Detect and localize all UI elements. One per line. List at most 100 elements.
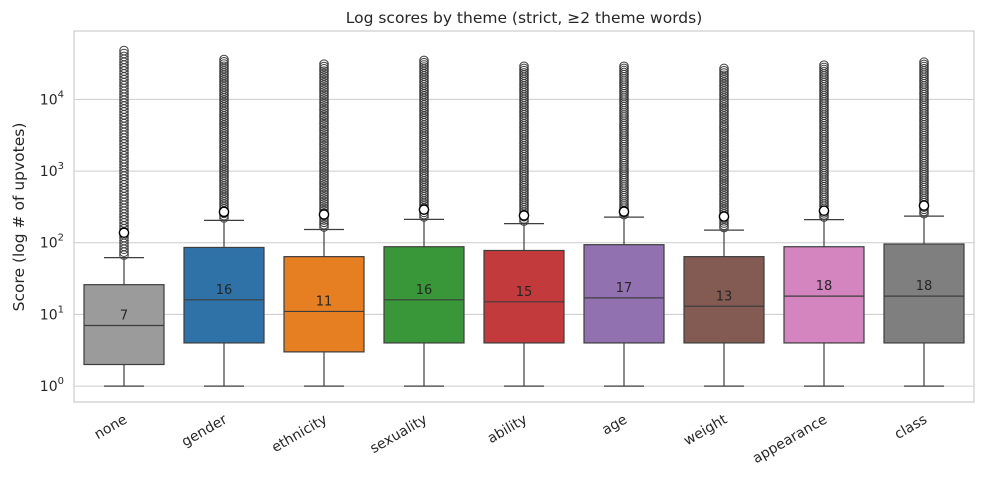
y-tick-label: 101 bbox=[40, 304, 64, 323]
x-tick-label: gender bbox=[179, 411, 230, 450]
outlier-point bbox=[319, 96, 329, 107]
outlier-point bbox=[319, 66, 329, 76]
outlier-point bbox=[319, 145, 329, 156]
outlier-point bbox=[319, 73, 329, 83]
outlier-point bbox=[819, 62, 829, 73]
outlier-point bbox=[319, 173, 329, 183]
mean-marker bbox=[418, 204, 430, 215]
outlier-point bbox=[719, 68, 729, 78]
outlier-point bbox=[319, 129, 329, 139]
outlier-point bbox=[319, 171, 329, 181]
outlier-point bbox=[319, 126, 329, 137]
x-tick-label: appearance bbox=[750, 412, 830, 467]
outlier-point bbox=[419, 57, 429, 68]
median-label: 16 bbox=[216, 283, 233, 298]
outlier-point bbox=[319, 133, 329, 144]
outlier-point bbox=[319, 68, 329, 79]
median-label: 18 bbox=[916, 279, 933, 294]
x-tick-labels: none gender ethnicity sexuality ability age we… bbox=[92, 411, 930, 467]
outlier-point bbox=[319, 84, 329, 95]
outlier-point bbox=[819, 64, 829, 75]
mean-marker bbox=[918, 200, 930, 211]
box-appearance bbox=[783, 246, 865, 344]
boxes-layer: 7 16 11 16 15 17 13 18 18 bbox=[83, 45, 965, 387]
outlier-point bbox=[519, 63, 529, 74]
box-sexuality bbox=[383, 246, 465, 344]
outlier-point bbox=[919, 57, 929, 68]
outlier-point bbox=[319, 136, 329, 146]
outlier-point bbox=[319, 75, 329, 86]
outlier-point bbox=[319, 161, 329, 172]
outlier-point bbox=[319, 143, 329, 153]
outlier-point bbox=[319, 152, 329, 163]
outlier-point bbox=[319, 168, 329, 179]
outlier-point bbox=[319, 166, 329, 176]
x-tick-label: ability bbox=[485, 412, 530, 447]
box-none bbox=[83, 284, 165, 366]
outlier-point bbox=[319, 94, 329, 104]
median-label: 7 bbox=[120, 309, 128, 324]
outlier-points bbox=[519, 61, 529, 226]
y-tick-label: 102 bbox=[40, 233, 64, 252]
y-tick-label: 103 bbox=[40, 161, 64, 180]
median-label: 13 bbox=[716, 289, 733, 304]
outlier-point bbox=[519, 68, 529, 78]
box-ability bbox=[483, 249, 565, 344]
box-weight bbox=[683, 256, 765, 344]
outlier-point bbox=[319, 191, 329, 202]
outlier-point bbox=[319, 101, 329, 111]
outlier-point bbox=[319, 71, 329, 81]
outlier-point bbox=[319, 157, 329, 167]
outlier-point bbox=[319, 64, 329, 74]
outlier-points bbox=[619, 61, 629, 220]
outlier-point bbox=[319, 119, 329, 130]
outlier-point bbox=[319, 89, 329, 100]
outlier-points bbox=[919, 57, 929, 219]
outlier-point bbox=[719, 65, 729, 76]
outlier-point bbox=[819, 66, 829, 77]
outlier-point bbox=[819, 60, 829, 70]
outlier-point bbox=[319, 131, 329, 142]
outlier-point bbox=[319, 140, 329, 151]
mean-marker bbox=[518, 210, 530, 221]
median-label: 11 bbox=[316, 294, 333, 309]
outlier-point bbox=[319, 189, 329, 200]
mean-marker bbox=[118, 227, 130, 239]
outlier-point bbox=[319, 122, 329, 132]
x-tick-label: none bbox=[92, 412, 130, 443]
outlier-point bbox=[919, 59, 929, 70]
outlier-point bbox=[919, 63, 929, 74]
outlier-point bbox=[319, 180, 329, 190]
outlier-point bbox=[419, 55, 429, 66]
outlier-point bbox=[219, 54, 229, 65]
x-tick-label: weight bbox=[681, 411, 730, 449]
mean-marker bbox=[618, 206, 630, 217]
x-tick-label: age bbox=[599, 412, 630, 439]
outlier-point bbox=[319, 61, 329, 72]
mean-marker bbox=[718, 211, 730, 222]
outlier-point bbox=[619, 61, 629, 72]
outlier-point bbox=[119, 51, 129, 62]
outlier-point bbox=[519, 61, 529, 72]
box-ethnicity bbox=[283, 256, 365, 353]
outlier-point bbox=[319, 164, 329, 174]
outlier-point bbox=[919, 61, 929, 72]
outlier-point bbox=[319, 194, 329, 204]
box-class bbox=[883, 243, 965, 344]
outlier-point bbox=[319, 115, 329, 125]
outlier-point bbox=[319, 117, 329, 128]
outlier-point bbox=[319, 182, 329, 193]
outlier-point bbox=[319, 91, 329, 102]
x-tick-label: sexuality bbox=[367, 412, 430, 457]
outlier-point bbox=[319, 98, 329, 109]
outlier-point bbox=[319, 59, 329, 69]
outlier-point bbox=[419, 62, 429, 72]
outlier-points bbox=[319, 59, 329, 232]
outlier-point bbox=[319, 159, 329, 169]
outlier-point bbox=[419, 60, 429, 70]
outlier-point bbox=[319, 87, 329, 97]
y-tick-label: 104 bbox=[40, 89, 64, 108]
median-label: 17 bbox=[616, 281, 633, 296]
outlier-point bbox=[719, 63, 729, 74]
